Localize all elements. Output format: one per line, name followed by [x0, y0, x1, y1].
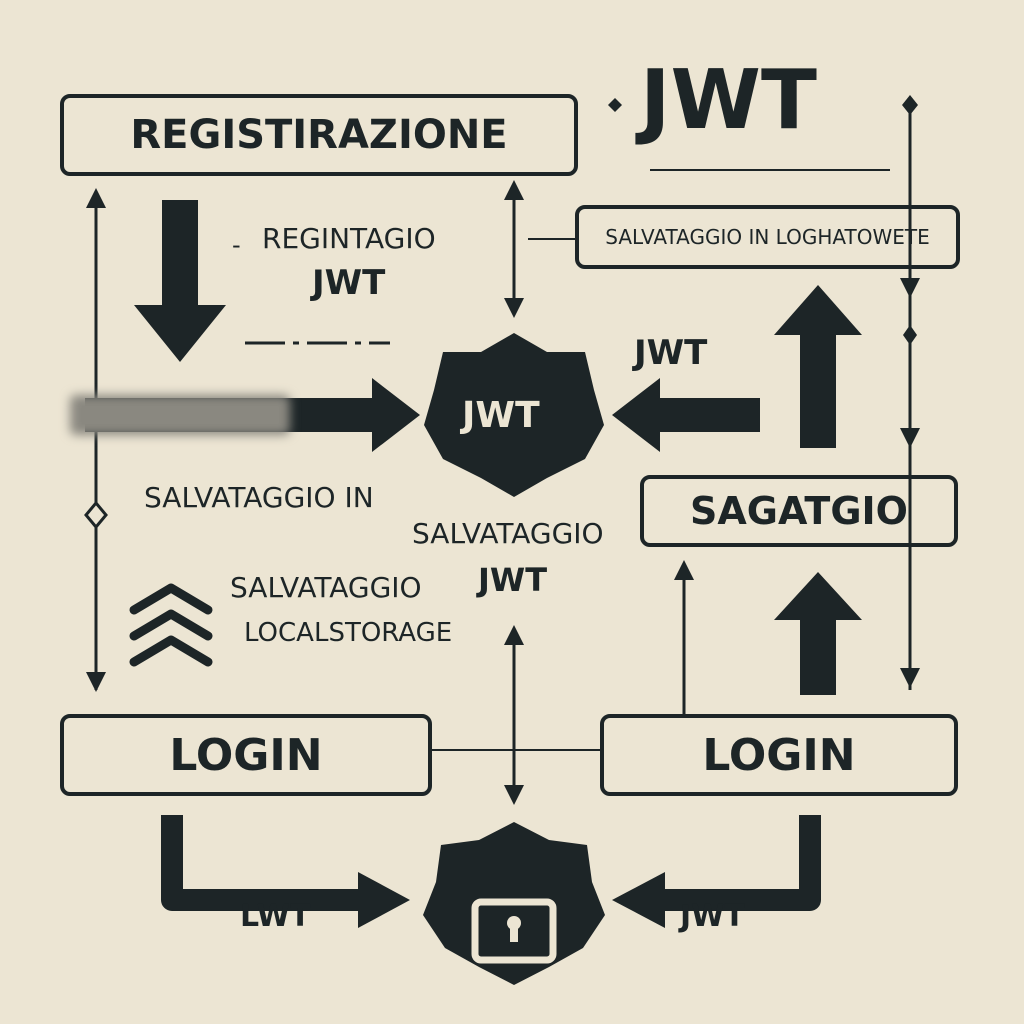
sagatgio-box: SAGATGIO [640, 475, 958, 547]
right-hook-line [650, 815, 821, 911]
sagatgio-label: SAGATGIO [690, 489, 908, 533]
title-diamond-right [902, 95, 918, 115]
mid-top-arrow-up [504, 180, 524, 200]
label-registagio-line1: REGINTAGIO [262, 222, 436, 255]
label-local-line2: LOCALSTORAGE [244, 618, 453, 648]
title-diamond-left [608, 98, 622, 112]
left-hook-arrowhead [358, 872, 410, 928]
left-hook-line [161, 815, 370, 911]
arrow-into-hub-right [612, 378, 760, 452]
mid-top-arrow-down [504, 298, 524, 318]
label-bottom-left-arrow: LWT [240, 899, 311, 934]
blurred-label [70, 395, 290, 435]
login-left-label: LOGIN [169, 729, 323, 781]
label-salvataggio-jwt-line1: SALVATAGGIO [412, 517, 604, 550]
right-line-arrow-down-1 [900, 278, 920, 298]
label-jwt-right: JWT [634, 333, 708, 373]
label-registagio-line2: JWT [312, 263, 386, 303]
page-title: JWT [640, 53, 817, 148]
jwt-hub-badge [424, 333, 604, 497]
left-line-arrow-down [86, 672, 106, 692]
double-chevron-up-icon [129, 583, 213, 667]
left-line-arrow-up [86, 188, 106, 208]
mid-bottom-arrow-up [504, 625, 524, 645]
hub-label: JWT [462, 395, 540, 436]
label-bottom-right-arrow: JWT [680, 899, 745, 934]
login-right-label: LOGIN [702, 729, 856, 781]
big-up-arrow-bottom [774, 572, 862, 695]
sagatgio-line-arrow-up [674, 560, 694, 580]
big-down-arrow [134, 200, 226, 362]
label-salvataggio-in: SALVATAGGIO IN [144, 481, 374, 514]
lock-icon [471, 898, 557, 964]
label-salvataggio-jwt-line2: JWT [478, 561, 548, 599]
right-line-arrow-down-3 [900, 668, 920, 688]
big-up-arrow-top [774, 285, 862, 448]
registration-label: REGISTIRAZIONE [130, 112, 508, 158]
left-line-diamond [84, 500, 108, 530]
right-hook-arrowhead [612, 872, 665, 928]
login-box-left: LOGIN [60, 714, 432, 796]
label-local-line1: SALVATAGGIO [230, 571, 422, 604]
right-line-diamond [903, 325, 917, 345]
storage-label: SALVATAGGIO IN LOGHATOWETE [605, 225, 930, 249]
right-line-arrow-down-2 [900, 428, 920, 448]
label-registagio-dash: - [232, 231, 241, 259]
storage-box: SALVATAGGIO IN LOGHATOWETE [575, 205, 960, 269]
registration-box: REGISTIRAZIONE [60, 94, 578, 176]
mid-bottom-arrow-down [504, 785, 524, 805]
login-box-right: LOGIN [600, 714, 958, 796]
